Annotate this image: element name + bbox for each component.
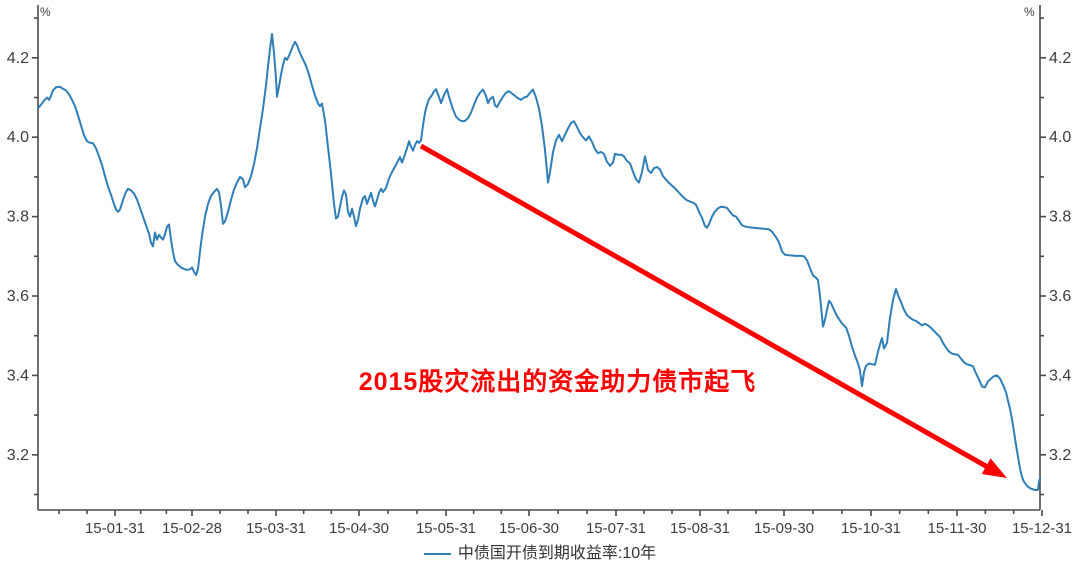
x-tick-label: 15-06-30 — [499, 520, 559, 537]
y-tick-label-left: 4.2 — [7, 50, 29, 67]
x-tick-label: 15-03-31 — [246, 520, 306, 537]
x-tick-label: 15-02-28 — [162, 520, 222, 537]
annotation-text: 2015股灾流出的资金助力债市起飞 — [358, 368, 757, 396]
x-tick-label: 15-11-30 — [928, 520, 987, 537]
y-tick-label-left: 3.8 — [7, 209, 29, 226]
y-tick-label-left: 3.6 — [7, 288, 29, 305]
y-tick-label-right: 4.2 — [1049, 50, 1071, 67]
x-tick-label: 15-04-30 — [329, 520, 389, 537]
y-tick-label-left: 4.0 — [7, 129, 29, 146]
annotation-arrow-head — [981, 458, 1007, 478]
y-axis-unit-left: % — [40, 5, 51, 19]
x-tick-label: 15-05-31 — [416, 520, 476, 537]
y-tick-label-right: 3.6 — [1049, 288, 1071, 305]
x-tick-label: 15-07-31 — [586, 520, 646, 537]
x-tick-label: 15-10-31 — [841, 520, 901, 537]
x-tick-label: 15-12-31 — [1012, 520, 1072, 537]
x-tick-label: 15-01-31 — [85, 520, 145, 537]
legend-label: 中债国开债到期收益率:10年 — [457, 545, 657, 562]
legend: 中债国开债到期收益率:10年 — [0, 544, 1080, 563]
y-tick-label-right: 3.8 — [1049, 209, 1071, 226]
y-tick-label-right: 3.2 — [1049, 447, 1071, 464]
y-tick-label-right: 3.4 — [1049, 367, 1071, 384]
x-tick-label: 15-09-30 — [754, 520, 814, 537]
yield-series-line — [37, 33, 1041, 492]
legend-line-sample — [423, 552, 451, 555]
y-tick-label-left: 3.4 — [7, 367, 29, 384]
x-tick-label: 15-08-31 — [670, 520, 730, 537]
annotation-arrow-shaft — [419, 143, 991, 471]
y-axis-unit-right: % — [1024, 5, 1035, 19]
y-tick-label-right: 4.0 — [1049, 129, 1071, 146]
y-tick-label-left: 3.2 — [7, 447, 29, 464]
